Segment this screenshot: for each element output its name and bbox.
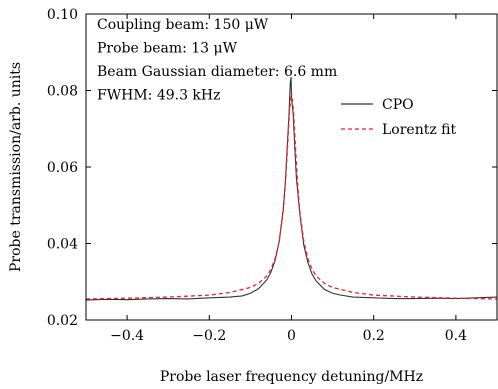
annotation-line: Beam Gaussian diameter: 6.6 mm (97, 64, 337, 80)
y-tick-label: 0.06 (47, 160, 78, 176)
series-layer (85, 77, 498, 301)
y-tick-label: 0.10 (47, 7, 78, 23)
x-tick-label: 0 (287, 328, 296, 344)
series-line-0 (85, 77, 498, 301)
annotations: Coupling beam: 150 μW Probe beam: 13 μW Be… (97, 17, 337, 104)
series-line-1 (85, 92, 498, 300)
x-axis-title: Probe laser frequency detuning/MHz (160, 369, 423, 385)
legend: CPO Lorentz fit (341, 97, 457, 138)
legend-label: Lorentz fit (382, 122, 457, 138)
x-tick-label: −0.2 (192, 328, 226, 344)
plot-frame (85, 13, 498, 321)
y-axis-title: Probe transmission/arb. units (8, 62, 24, 272)
x-tick-label: 0.4 (445, 328, 467, 344)
legend-label: CPO (382, 97, 414, 113)
y-tick-label: 0.02 (47, 313, 78, 329)
ticks-layer: −0.4 −0.2 0 0.2 0.4 0.02 0.04 0.06 0.08 0.10 (47, 7, 497, 344)
y-tick-label: 0.04 (47, 237, 78, 253)
y-tick-label: 0.08 (47, 84, 78, 100)
annotation-line: FWHM: 49.3 kHz (97, 88, 221, 104)
x-tick-label: −0.4 (110, 328, 144, 344)
x-tick-label: 0.2 (363, 328, 385, 344)
annotation-line: Probe beam: 13 μW (97, 41, 238, 57)
annotation-line: Coupling beam: 150 μW (97, 17, 269, 33)
